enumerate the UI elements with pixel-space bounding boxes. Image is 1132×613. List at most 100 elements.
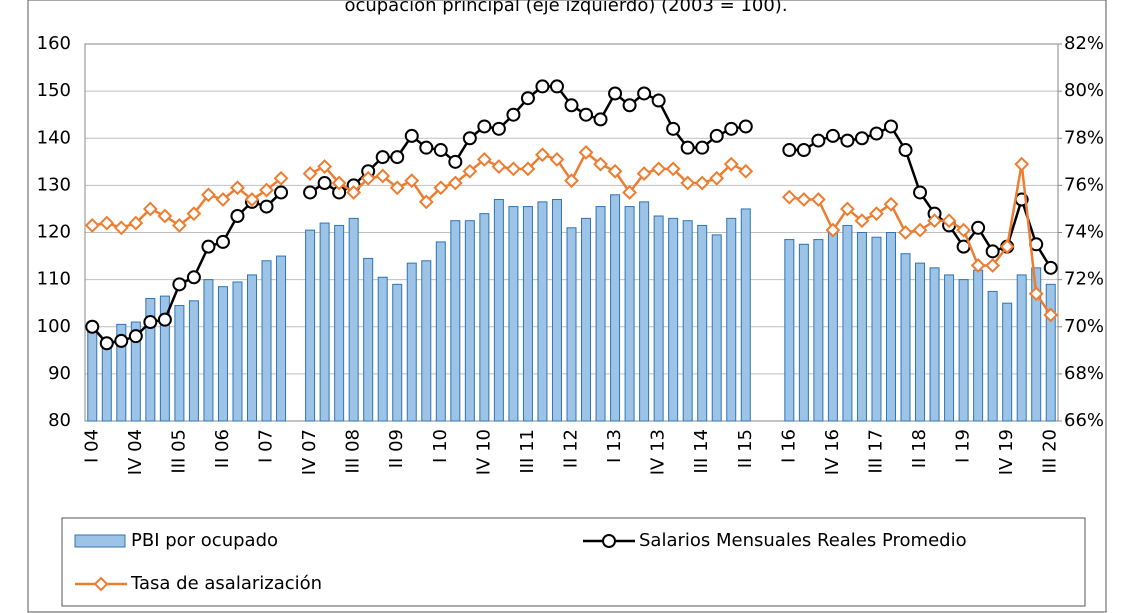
bar [697,224,708,422]
diamond-marker [694,175,710,191]
circle-marker [404,128,419,143]
x-tick-label: III 17 [865,429,886,474]
diamond-marker [462,163,478,179]
x-tick-label: I 16 [778,429,799,463]
bar [87,326,98,422]
bar [334,224,345,422]
bar [1016,274,1027,422]
bar [639,201,650,422]
y2-tick-label: 70% [1064,316,1104,337]
bar [522,206,533,422]
diamond-marker [607,163,623,179]
diamond-marker [665,161,681,177]
bar [813,239,824,422]
bar [276,255,287,422]
diamond-marker [869,206,884,222]
legend-box [61,517,1086,607]
circle-marker [549,79,564,94]
circle-marker [593,112,608,127]
bar [247,274,258,422]
diamond-marker [927,213,942,229]
diamond-marker [941,213,957,229]
circle-marker [157,312,172,327]
bar [900,253,911,422]
diamond-marker [535,147,550,163]
x-tick-label: IV 19 [996,429,1017,475]
y-tick-label: 90 [48,363,71,384]
bar [842,224,853,422]
diamond-marker [912,222,928,238]
bar [624,206,635,422]
diamond-marker [723,156,739,172]
bar [130,321,141,422]
diamond-marker [404,173,420,189]
circle-marker [303,185,318,200]
y-tick-label: 100 [37,316,71,337]
x-tick-label: IV 13 [648,429,669,475]
circle-marker [666,121,681,136]
bar [856,232,867,422]
y-tick-label: 160 [37,33,71,54]
bar [145,297,156,422]
y-tick-label: 80 [48,410,71,431]
y-tick-label: 120 [37,222,71,243]
circle-marker [622,98,637,113]
legend-marker [93,576,109,592]
circle-marker [651,93,666,108]
legend-label: Salarios Mensuales Reales Promedio [639,530,967,551]
bar [348,217,359,422]
circle-marker [782,143,797,158]
circle-marker [637,86,652,101]
circle-marker [579,107,594,122]
bar [261,260,272,422]
legend-swatch [74,534,126,548]
bar [711,234,722,422]
diamond-marker [593,156,608,172]
circle-marker [883,119,898,134]
circle-marker [143,315,158,330]
circle-marker [390,150,405,165]
circle-marker [695,140,710,155]
diamond-marker [622,185,638,200]
y-tick-label: 140 [37,127,71,148]
bar [174,305,185,422]
diamond-marker [636,166,652,182]
circle-marker [1043,260,1058,275]
circle-marker [913,185,928,200]
diamond-marker [1028,286,1044,302]
bar [101,340,112,422]
diamond-marker [549,152,565,167]
circle-marker [375,150,390,165]
bar [973,269,984,422]
diamond-marker [898,225,913,240]
x-tick-label: III 08 [343,429,364,474]
diamond-marker [157,208,173,224]
y2-tick-label: 82% [1064,33,1104,54]
circle-marker [230,209,245,224]
bar [740,208,751,422]
bar [537,201,548,422]
diamond-marker [1043,307,1059,323]
legend-label: Tasa de asalarización [130,573,322,594]
circle-marker [796,143,811,158]
diamond-marker [578,144,594,160]
bar [508,206,519,422]
circle-marker [680,140,695,155]
x-tick-label: III 14 [691,429,712,474]
diamond-marker [433,180,449,196]
x-tick-label: I 04 [81,429,102,463]
circle-marker [520,91,535,106]
bar [944,274,955,422]
bar [435,241,446,422]
circle-marker [985,244,1000,259]
bar [581,217,592,422]
diamond-marker [447,175,463,191]
diamond-marker [1014,156,1030,172]
diamond-marker [331,175,347,191]
circle-marker [535,79,550,94]
circle-marker [738,119,753,134]
circle-marker [114,333,129,348]
diamond-marker [505,161,521,177]
circle-marker [215,234,230,249]
